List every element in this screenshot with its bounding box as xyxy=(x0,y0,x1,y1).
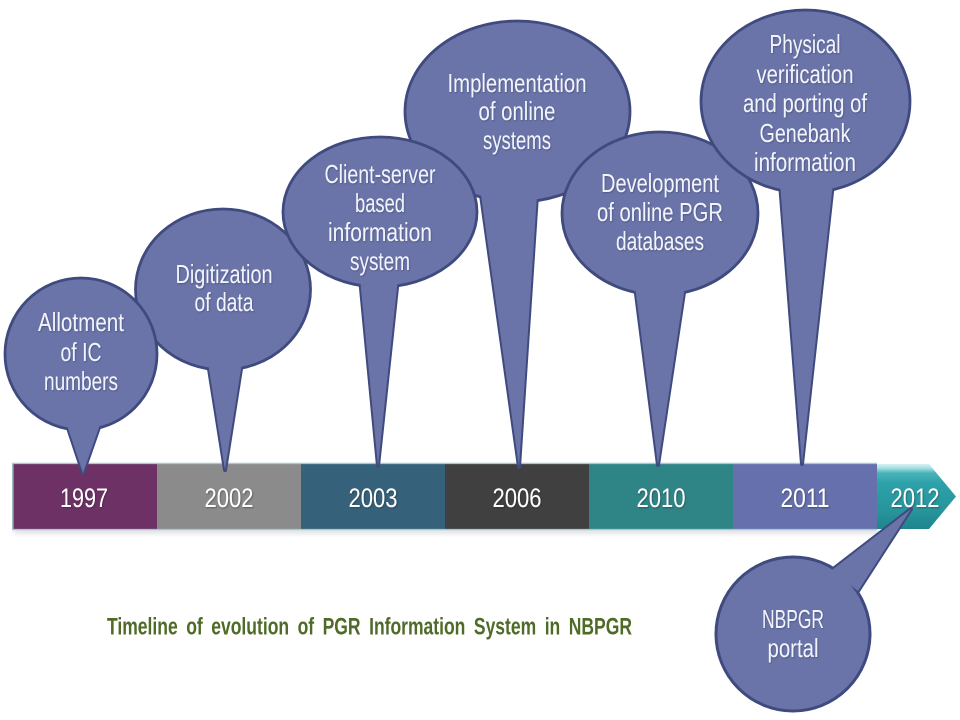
svg-text:Physical: Physical xyxy=(770,29,841,59)
svg-text:based: based xyxy=(355,188,405,218)
svg-text:Development: Development xyxy=(601,168,720,198)
svg-text:NBPGR: NBPGR xyxy=(762,604,824,634)
svg-text:information: information xyxy=(754,147,856,177)
svg-text:Digitization: Digitization xyxy=(176,259,273,289)
svg-text:2010: 2010 xyxy=(637,483,686,513)
svg-text:and porting of: and porting of xyxy=(743,88,868,118)
svg-text:Implementation: Implementation xyxy=(448,68,587,98)
svg-text:1997: 1997 xyxy=(60,483,108,513)
svg-text:databases: databases xyxy=(616,226,704,256)
svg-text:2011: 2011 xyxy=(781,483,830,513)
svg-text:Allotment: Allotment xyxy=(38,307,125,337)
svg-text:of online PGR: of online PGR xyxy=(597,197,723,227)
svg-text:portal: portal xyxy=(768,633,819,663)
svg-text:verification: verification xyxy=(757,59,854,89)
svg-text:of IC: of IC xyxy=(61,337,102,367)
svg-text:system: system xyxy=(350,246,410,276)
svg-text:2003: 2003 xyxy=(349,483,398,513)
svg-text:Timeline of evolution of PGR I: Timeline of evolution of PGR Information… xyxy=(107,614,632,641)
svg-text:2012: 2012 xyxy=(891,483,940,513)
svg-text:numbers: numbers xyxy=(44,366,118,396)
svg-text:2006: 2006 xyxy=(493,483,542,513)
svg-text:information: information xyxy=(328,217,432,247)
svg-text:systems: systems xyxy=(483,125,551,155)
svg-text:of data: of data xyxy=(195,287,254,317)
svg-text:2002: 2002 xyxy=(205,483,254,513)
svg-text:Genebank: Genebank xyxy=(760,118,852,148)
svg-text:of online: of online xyxy=(479,96,556,126)
svg-text:Client-server: Client-server xyxy=(325,159,436,189)
